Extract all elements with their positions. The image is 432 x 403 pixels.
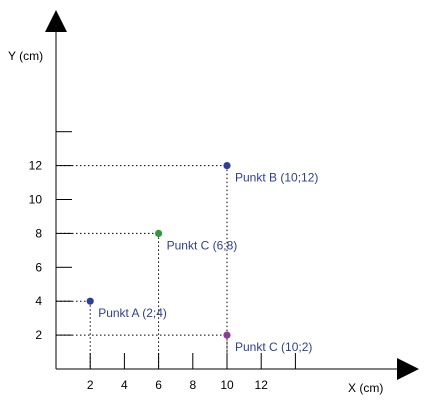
ticks-group: 2 4 6 8 10 12 2 4 6 8 10 12 — [29, 131, 296, 392]
point-label: Punkt C (6;8) — [167, 238, 238, 252]
y-tick-label: 4 — [35, 294, 42, 308]
y-axis-arrow — [45, 10, 67, 32]
guides-group — [56, 165, 228, 369]
x-axis-title: X (cm) — [348, 381, 383, 395]
x-tick-label: 8 — [189, 378, 196, 392]
point-label: Punkt C (10;2) — [235, 340, 312, 354]
y-tick-label: 12 — [29, 159, 43, 173]
y-tick-label: 10 — [29, 193, 43, 207]
x-tick-label: 4 — [121, 378, 128, 392]
x-axis-arrow — [397, 358, 419, 380]
x-tick-label: 2 — [87, 378, 94, 392]
point-label: Punkt A (2;4) — [98, 306, 167, 320]
x-tick-label: 10 — [220, 378, 234, 392]
y-tick-label: 2 — [35, 328, 42, 342]
data-point — [86, 297, 94, 305]
data-point — [155, 229, 163, 237]
y-tick-label: 6 — [35, 260, 42, 274]
y-tick-label: 8 — [35, 226, 42, 240]
point-label: Punkt B (10;12) — [235, 171, 318, 185]
data-point — [223, 331, 231, 339]
data-point — [223, 162, 231, 170]
x-tick-label: 12 — [255, 378, 269, 392]
x-tick-label: 6 — [155, 378, 162, 392]
y-axis-title: Y (cm) — [8, 49, 43, 63]
points-group: Punkt A (2;4) Punkt B (10;12) Punkt C (6;8… — [86, 162, 318, 354]
